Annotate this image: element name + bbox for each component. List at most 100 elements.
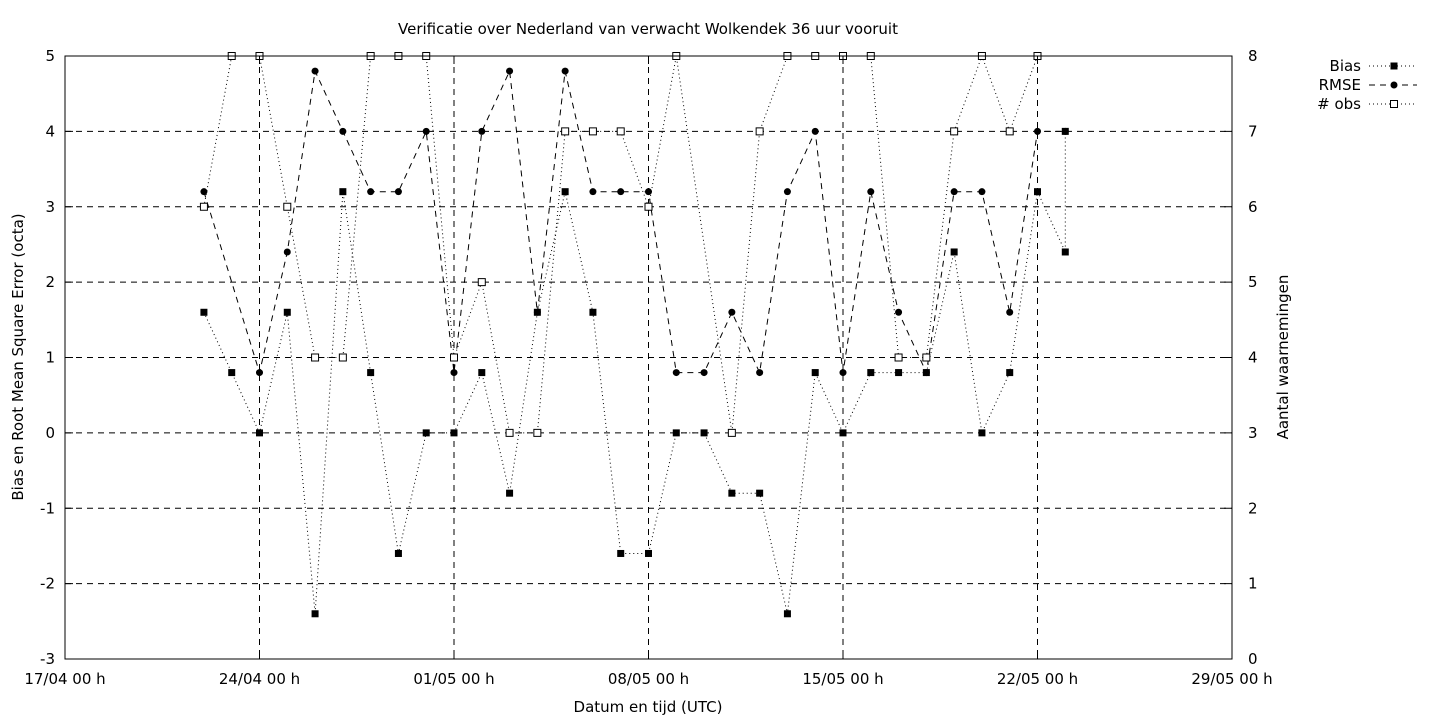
data-point: [950, 248, 958, 256]
data-point: [867, 188, 875, 196]
data-point: [755, 127, 764, 136]
data-point: [394, 188, 402, 196]
data-point: [839, 369, 847, 377]
data-point: [895, 308, 903, 316]
data-point: [228, 369, 236, 377]
data-point: [450, 429, 458, 437]
data-point: [1061, 248, 1069, 256]
data-point: [505, 428, 514, 437]
data-point: [922, 353, 931, 362]
data-point: [256, 369, 263, 377]
data-point: [978, 188, 986, 196]
data-point: [283, 248, 291, 256]
data-point: [450, 369, 458, 377]
x-tick-label: 17/04 00 h: [24, 670, 105, 688]
y2-tick-label: 7: [1248, 122, 1258, 140]
data-point: [1390, 62, 1398, 70]
legend-item: RMSE: [1319, 76, 1417, 94]
data-point: [422, 429, 430, 437]
data-point: [367, 188, 375, 196]
data-point: [200, 188, 208, 196]
x-tick-label: 24/04 00 h: [219, 670, 300, 688]
data-point: [311, 610, 319, 618]
legend-item: Bias: [1330, 57, 1417, 75]
series-line: [203, 54, 1038, 434]
y-tick-label: 2: [45, 273, 55, 291]
data-point: [978, 429, 986, 437]
data-point: [867, 369, 875, 377]
data-point: [589, 308, 597, 316]
data-point: [478, 369, 486, 377]
data-point: [895, 369, 903, 377]
x-tick-label: 01/05 00 h: [413, 670, 494, 688]
data-point: [756, 489, 764, 497]
legend-label: Bias: [1330, 57, 1362, 75]
x-tick-label: 29/05 00 h: [1191, 670, 1272, 688]
y2-tick-label: 6: [1248, 198, 1258, 216]
data-point: [283, 202, 292, 211]
y2-tick-label: 3: [1248, 424, 1258, 442]
data-point: [894, 353, 903, 362]
y2-tick-label: 5: [1248, 273, 1258, 291]
x-tick-label: 15/05 00 h: [802, 670, 883, 688]
data-point: [533, 308, 541, 316]
series-bias: [200, 127, 1069, 618]
data-point: [311, 67, 319, 75]
x-tick-label: 22/05 00 h: [997, 670, 1078, 688]
y-tick-label: -1: [40, 499, 55, 517]
y2-axis-label: Aantal waarnemingen: [1274, 275, 1292, 440]
y2-tick-label: 1: [1248, 575, 1258, 593]
data-point: [700, 429, 708, 437]
data-point: [922, 369, 930, 377]
x-tick-label: 08/05 00 h: [608, 670, 689, 688]
data-point: [561, 127, 570, 136]
y-tick-label: 5: [45, 47, 55, 65]
data-point: [283, 308, 291, 316]
chart-title: Verificatie over Nederland van verwacht …: [398, 20, 898, 38]
data-point: [199, 202, 208, 211]
y-axis-label: Bias en Root Mean Square Error (octa): [9, 213, 27, 500]
legend-item: # obs: [1317, 95, 1417, 113]
data-point: [1006, 369, 1014, 377]
y-tick-label: 1: [45, 349, 55, 367]
data-point: [672, 369, 680, 377]
data-point: [506, 67, 514, 75]
data-point: [783, 188, 791, 196]
data-point: [477, 278, 486, 287]
data-point: [450, 353, 458, 362]
data-point: [367, 369, 375, 377]
data-point: [394, 549, 402, 557]
data-point: [1005, 127, 1014, 136]
series-obs: [199, 52, 1042, 437]
data-point: [1390, 100, 1398, 108]
data-point: [311, 353, 320, 362]
data-point: [728, 489, 736, 497]
data-point: [617, 188, 625, 196]
data-point: [645, 549, 652, 557]
series-rmse: [200, 67, 1069, 377]
y2-tick-label: 4: [1248, 349, 1258, 367]
data-point: [338, 353, 347, 362]
y2-tick-label: 8: [1248, 47, 1258, 65]
legend-label: # obs: [1317, 95, 1361, 113]
data-point: [256, 429, 263, 437]
axis-ticks: -3 0 -2 1 -1 2 0 3 1 4 2 5 3 6 4 7 5 8 17/04 00 h 24/04 00 …: [24, 47, 1272, 688]
data-point: [1061, 127, 1069, 135]
data-point: [672, 429, 680, 437]
series-line: [203, 69, 1066, 375]
x-axis-label: Datum en tijd (UTC): [574, 698, 723, 716]
data-point: [645, 188, 652, 196]
data-point: [950, 127, 959, 136]
data-point: [950, 188, 958, 196]
data-point: [422, 127, 430, 135]
data-point: [339, 188, 347, 196]
y-tick-label: 3: [45, 198, 55, 216]
data-point: [617, 549, 625, 557]
data-point: [561, 67, 569, 75]
data-point: [756, 369, 764, 377]
data-point: [1034, 188, 1041, 196]
series-line: [203, 131, 1066, 614]
data-point: [1390, 81, 1398, 89]
